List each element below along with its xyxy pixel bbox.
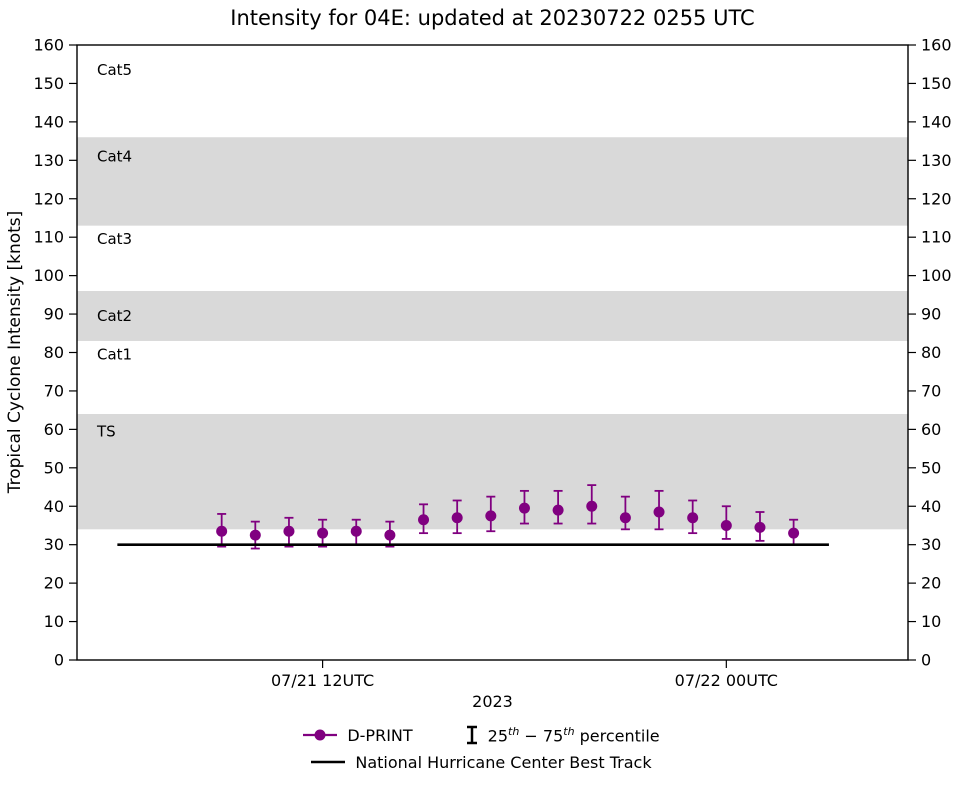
y-tick-label-left: 70 — [44, 381, 64, 400]
dprint-point — [653, 506, 665, 518]
y-tick-label-right: 110 — [921, 228, 952, 247]
dprint-point — [754, 521, 766, 533]
y-tick-label-right: 60 — [921, 420, 941, 439]
dprint-point — [384, 529, 396, 541]
chart-legend: D-PRINT 25th − 75th percentile National … — [0, 724, 962, 772]
y-tick-label-right: 50 — [921, 458, 941, 477]
percentile-sup2: th — [563, 724, 575, 738]
dprint-point — [249, 529, 261, 541]
dprint-point — [788, 527, 800, 539]
y-tick-label-right: 160 — [921, 36, 952, 55]
y-tick-label-right: 80 — [921, 343, 941, 362]
dprint-point — [586, 500, 598, 512]
dprint-line-marker-icon — [303, 729, 338, 741]
y-tick-label-left: 130 — [33, 151, 64, 170]
dprint-point — [451, 512, 463, 524]
legend-entry-percentile: 25th − 75th percentile — [465, 724, 660, 746]
y-tick-label-left: 100 — [33, 266, 64, 285]
y-tick-label-left: 0 — [54, 651, 64, 670]
percentile-tail: percentile — [574, 726, 660, 746]
legend-entry-besttrack: National Hurricane Center Best Track — [310, 752, 652, 772]
percentile-mid: − 75 — [519, 726, 564, 746]
y-tick-label-left: 50 — [44, 458, 64, 477]
x-axis-label: 2023 — [472, 692, 513, 711]
y-tick-label-left: 110 — [33, 228, 64, 247]
dprint-point — [619, 512, 631, 524]
dprint-point — [518, 502, 530, 514]
y-tick-label-right: 40 — [921, 497, 941, 516]
y-tick-label-left: 30 — [44, 535, 64, 554]
legend-dprint-label: D-PRINT — [347, 725, 413, 745]
x-tick-label: 07/21 12UTC — [271, 671, 374, 690]
legend-row-1: D-PRINT 25th − 75th percentile — [302, 724, 660, 746]
y-tick-label-right: 30 — [921, 535, 941, 554]
dprint-point — [350, 525, 362, 537]
y-tick-label-left: 80 — [44, 343, 64, 362]
axis-ticks: 0 0 10 10 20 20 30 30 40 40 50 50 60 60 70 70 80 80 90 90 10… — [33, 36, 951, 691]
band-cat2 — [77, 291, 908, 341]
dprint-point — [552, 504, 564, 516]
y-tick-label-left: 60 — [44, 420, 64, 439]
dprint-point — [216, 525, 228, 537]
y-tick-label-right: 120 — [921, 189, 952, 208]
category-label-cat5: Cat5 — [97, 61, 132, 79]
dprint-point — [283, 525, 295, 537]
plot-frame — [76, 44, 909, 661]
y-tick-label-right: 100 — [921, 266, 952, 285]
y-tick-label-left: 160 — [33, 36, 64, 55]
percentile-sup1: th — [508, 724, 520, 738]
category-label-ts: TS — [96, 422, 116, 440]
category-label-cat3: Cat3 — [97, 230, 132, 248]
category-labels: TS Cat1 Cat2 Cat3 Cat4 Cat5 — [96, 61, 132, 440]
dprint-point — [485, 510, 497, 522]
band-cat4 — [77, 137, 908, 226]
category-label-cat2: Cat2 — [97, 307, 132, 325]
y-tick-label-right: 0 — [921, 651, 931, 670]
besttrack-line-icon — [311, 760, 346, 764]
legend-row-2: National Hurricane Center Best Track — [310, 752, 652, 772]
y-tick-label-left: 150 — [33, 74, 64, 93]
y-tick-label-right: 150 — [921, 74, 952, 93]
category-bands — [77, 137, 908, 530]
legend-besttrack-label: National Hurricane Center Best Track — [355, 752, 652, 772]
legend-percentile-label: 25th − 75th percentile — [488, 725, 660, 745]
y-tick-label-right: 140 — [921, 112, 952, 131]
y-tick-label-left: 10 — [44, 612, 64, 631]
y-tick-label-left: 90 — [44, 305, 64, 324]
dprint-point — [418, 514, 430, 526]
y-tick-label-right: 90 — [921, 305, 941, 324]
y-tick-label-left: 120 — [33, 189, 64, 208]
y-tick-label-right: 10 — [921, 612, 941, 631]
y-tick-label-right: 70 — [921, 381, 941, 400]
category-label-cat1: Cat1 — [97, 345, 132, 363]
y-tick-label-right: 20 — [921, 574, 941, 593]
y-tick-label-left: 140 — [33, 112, 64, 131]
y-tick-label-left: 40 — [44, 497, 64, 516]
band-ts — [77, 414, 908, 530]
y-tick-label-left: 20 — [44, 574, 64, 593]
dprint-point — [687, 512, 699, 524]
y-tick-label-right: 130 — [921, 151, 952, 170]
x-tick-label: 07/22 00UTC — [675, 671, 778, 690]
errorbar-icon — [466, 725, 477, 745]
dprint-point — [317, 527, 329, 539]
category-label-cat4: Cat4 — [97, 147, 132, 165]
dprint-point — [720, 519, 732, 531]
percentile-n1: 25 — [487, 726, 509, 746]
chart-title: Intensity for 04E: updated at 20230722 0… — [230, 6, 755, 30]
legend-entry-dprint: D-PRINT — [302, 725, 413, 745]
